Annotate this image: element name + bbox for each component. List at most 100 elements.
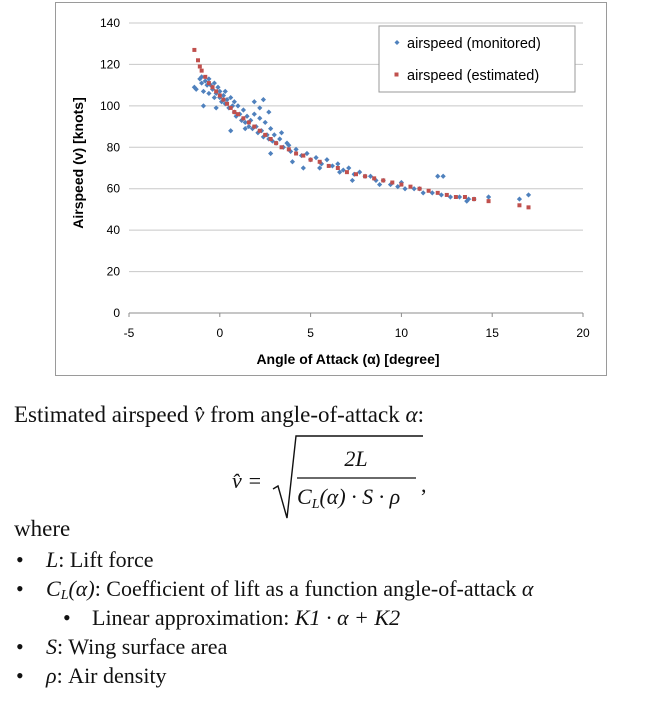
point-monitored xyxy=(357,169,363,175)
point-monitored xyxy=(268,150,274,157)
bullet-text-coefficient: : Coefficient of lift as a function angl… xyxy=(94,576,522,601)
point-monitored xyxy=(286,142,292,148)
intro-text-b: from angle-of-attack xyxy=(204,402,406,427)
bullet-symbol-rho: ρ xyxy=(46,663,57,688)
point-monitored xyxy=(465,196,472,202)
bullet-symbol-s: S xyxy=(46,634,57,659)
point-monitored xyxy=(387,181,394,188)
point-estimated xyxy=(363,174,368,179)
point-estimated xyxy=(462,195,467,199)
point-monitored xyxy=(228,94,234,101)
formula-denominator: CL(α) · S · ρ xyxy=(297,484,400,512)
point-estimated xyxy=(221,97,226,102)
point-monitored xyxy=(277,136,283,142)
point-monitored xyxy=(435,173,441,179)
point-estimated xyxy=(286,147,291,152)
point-monitored xyxy=(346,165,352,171)
bullet-text-wing: : Wing surface area xyxy=(57,634,228,659)
formula-radical xyxy=(272,435,423,519)
formula-comma: , xyxy=(421,472,427,497)
point-estimated xyxy=(372,176,377,181)
tick-labels: 0 20 40 60 80 100 120 140 -5 0 5 10 15 20 xyxy=(100,16,590,340)
point-monitored xyxy=(420,190,426,196)
x-tick-label: 10 xyxy=(395,326,409,340)
point-monitored xyxy=(211,94,217,101)
point-monitored xyxy=(251,111,257,117)
x-tick-label: 15 xyxy=(486,326,500,340)
point-estimated xyxy=(335,166,340,170)
point-estimated xyxy=(232,110,237,115)
y-tick-label: 40 xyxy=(107,223,121,237)
point-estimated xyxy=(246,120,251,125)
scatter-chart: 0 20 40 60 80 100 120 140 -5 0 5 10 15 20 Angle of At… xyxy=(70,16,590,367)
point-estimated xyxy=(326,163,331,168)
intro-text-a: Estimated airspeed xyxy=(14,402,195,427)
point-estimated xyxy=(301,153,306,158)
point-monitored xyxy=(200,88,207,94)
point-monitored xyxy=(217,88,223,94)
bullet-glyph: • xyxy=(16,576,24,601)
point-monitored xyxy=(300,165,306,171)
y-tick-label: 100 xyxy=(100,99,120,113)
point-monitored xyxy=(349,177,355,184)
point-monitored xyxy=(211,80,217,86)
point-monitored xyxy=(402,186,408,192)
bullet-symbol-c: C xyxy=(46,576,61,601)
point-monitored xyxy=(313,155,319,161)
point-monitored xyxy=(228,128,234,134)
point-estimated xyxy=(294,151,299,156)
point-monitored xyxy=(447,194,454,200)
point-monitored xyxy=(335,161,341,167)
point-monitored xyxy=(318,161,325,167)
point-monitored xyxy=(278,130,285,136)
bullet-symbol-arg: (α) xyxy=(68,576,95,601)
point-monitored xyxy=(464,198,470,204)
formula-den-rest: (α) · S · ρ xyxy=(319,484,400,509)
intro-alpha: α xyxy=(405,402,418,427)
point-estimated xyxy=(417,186,422,191)
bullet-glyph: • xyxy=(16,634,24,659)
point-estimated xyxy=(390,180,395,185)
point-monitored xyxy=(525,192,532,198)
point-estimated xyxy=(235,112,240,117)
point-monitored xyxy=(222,88,228,94)
y-tick-label: 120 xyxy=(100,57,120,71)
point-estimated xyxy=(199,68,204,73)
point-estimated xyxy=(435,190,440,195)
point-monitored xyxy=(268,126,274,132)
point-monitored xyxy=(224,97,230,103)
point-monitored xyxy=(395,184,401,190)
legend-label-monitored: airspeed (monitored) xyxy=(407,36,541,52)
bullet-alpha: α xyxy=(521,576,534,601)
x-tick-label: 5 xyxy=(307,326,314,340)
intro-vhat: v̂ xyxy=(194,402,205,427)
bullet-text-linear: Linear approximation: xyxy=(92,605,295,630)
point-estimated xyxy=(354,172,358,177)
point-monitored xyxy=(367,173,374,179)
point-estimated xyxy=(225,101,230,106)
point-monitored xyxy=(340,167,346,173)
point-estimated xyxy=(197,64,202,69)
formula-den-sub: L xyxy=(311,497,320,512)
point-monitored xyxy=(262,119,268,126)
point-monitored xyxy=(206,76,212,82)
sub-bullet-linear: • Linear approximation: K1 · α + K2 xyxy=(63,605,400,631)
bullet-glyph: • xyxy=(16,663,24,688)
point-estimated xyxy=(453,195,458,199)
point-monitored xyxy=(199,80,205,86)
y-tick-label: 140 xyxy=(100,16,120,30)
point-estimated xyxy=(268,137,273,141)
bullet-coefficient: • CL(α): Coefficient of lift as a functio… xyxy=(16,576,533,604)
y-axis-title: Airspeed (v) [knots] xyxy=(70,97,86,228)
point-monitored xyxy=(429,190,435,196)
point-monitored xyxy=(242,119,248,126)
point-monitored xyxy=(271,132,277,138)
point-estimated xyxy=(263,132,268,137)
legend-marker-estimated xyxy=(394,72,399,77)
intro-colon: : xyxy=(417,402,424,427)
point-estimated xyxy=(257,128,262,133)
point-estimated xyxy=(526,205,531,210)
point-estimated xyxy=(426,188,431,193)
legend-box xyxy=(378,25,576,93)
point-monitored xyxy=(193,86,199,92)
